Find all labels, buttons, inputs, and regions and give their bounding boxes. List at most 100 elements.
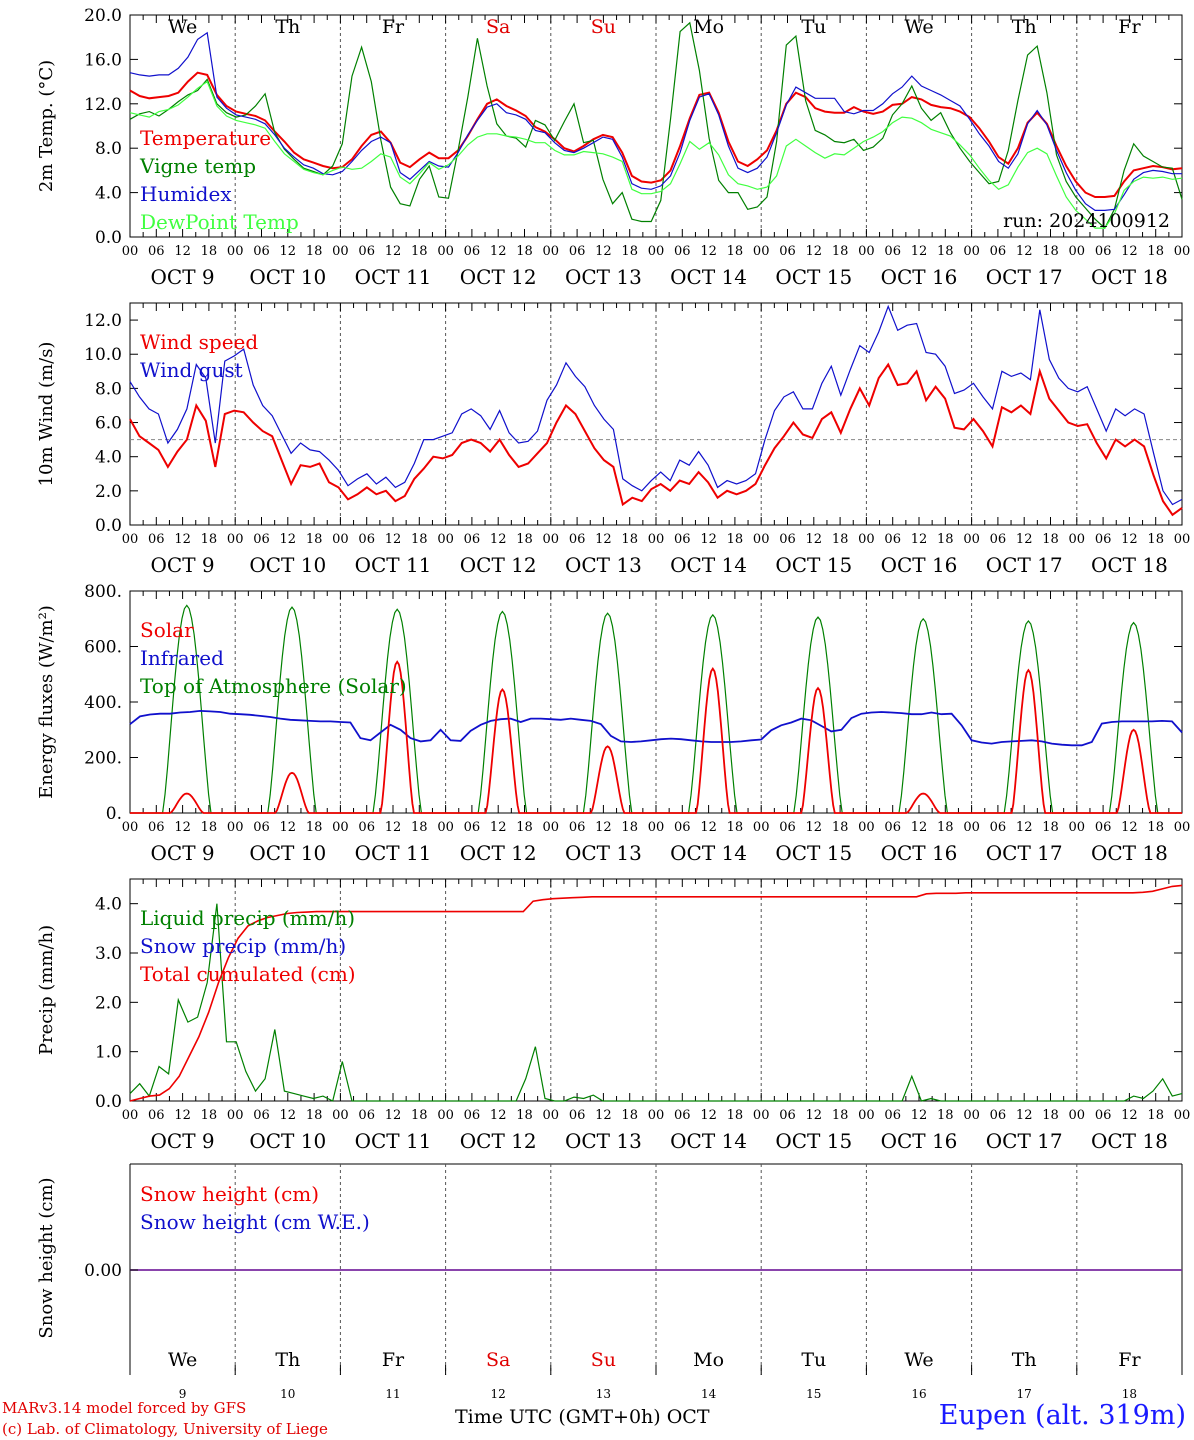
hour-tick-label: 18	[937, 244, 954, 259]
hour-tick-label: 12	[1121, 1108, 1138, 1123]
hour-tick-label: 18	[201, 532, 218, 547]
hour-tick-label: 12	[911, 244, 928, 259]
y-axis-label-1: 2m Temp. (°C)	[36, 60, 57, 192]
station-label: Eupen (alt. 319m)	[938, 1400, 1186, 1431]
wind-gust-line	[129, 304, 1183, 506]
hour-tick-label: 00	[332, 820, 349, 835]
y-tick-label: 0.00	[84, 1261, 122, 1281]
hour-tick-label: 18	[937, 1108, 954, 1123]
hour-tick-label: 00	[227, 244, 244, 259]
hour-tick-label: 00	[1174, 244, 1191, 259]
hour-tick-label: 06	[674, 532, 691, 547]
hour-tick-label: 06	[990, 820, 1007, 835]
hour-tick-label: 12	[1016, 244, 1033, 259]
hour-tick-label: 18	[832, 820, 849, 835]
hour-tick-label: 12	[490, 532, 507, 547]
date-label: OCT 11	[355, 841, 432, 865]
date-label: OCT 17	[986, 841, 1063, 865]
hour-tick-label: 06	[253, 532, 270, 547]
hour-tick-label: 00	[858, 820, 875, 835]
y-axis-label-2: 10m Wind (m/s)	[36, 342, 57, 487]
hour-tick-label: 06	[358, 820, 375, 835]
hour-tick-label: 18	[201, 820, 218, 835]
hour-tick-label: 12	[806, 244, 823, 259]
date-label: OCT 14	[670, 1129, 747, 1153]
y-tick-label: 0.0	[95, 228, 122, 248]
date-label: OCT 17	[986, 1129, 1063, 1153]
y-tick-label: 800.	[84, 582, 122, 602]
y-tick-label: 4.0	[95, 184, 122, 204]
hour-tick-label: 06	[1095, 532, 1112, 547]
day-number-label: 10	[280, 1387, 295, 1401]
weekday-label-top: We	[168, 16, 197, 38]
hour-tick-label: 06	[674, 820, 691, 835]
weekday-label-top: We	[904, 16, 933, 38]
hour-tick-label: 18	[1147, 1108, 1164, 1123]
date-label: OCT 10	[249, 1129, 326, 1153]
weekday-label-bottom: Fr	[382, 1349, 405, 1371]
hour-tick-label: 12	[806, 532, 823, 547]
hour-tick-label: 00	[227, 532, 244, 547]
hour-tick-label: 18	[621, 532, 638, 547]
hour-tick-label: 00	[332, 1108, 349, 1123]
hour-tick-label: 00	[753, 532, 770, 547]
wind-speed-line	[129, 362, 1183, 517]
hour-tick-label: 00	[858, 532, 875, 547]
hour-tick-label: 00	[963, 820, 980, 835]
hour-tick-label: 00	[227, 1108, 244, 1123]
y-tick-label: 600.	[84, 638, 122, 658]
date-label: OCT 9	[151, 265, 215, 289]
hour-tick-label: 12	[385, 820, 402, 835]
hour-tick-label: 18	[937, 820, 954, 835]
legend-1-2: Vigne temp	[139, 154, 256, 178]
legend-3-1: Solar	[140, 618, 194, 642]
hour-tick-label: 00	[1069, 1108, 1086, 1123]
hour-tick-label: 18	[411, 532, 428, 547]
hour-tick-label: 00	[648, 820, 665, 835]
hour-tick-label: 12	[911, 532, 928, 547]
y-tick-label: 10.0	[84, 345, 122, 365]
weekday-label-bottom: Mo	[693, 1349, 724, 1371]
y-tick-label: 20.0	[84, 6, 122, 26]
hour-tick-label: 18	[1147, 244, 1164, 259]
model-credit: MARv3.14 model forced by GFS	[2, 1399, 247, 1417]
hour-tick-label: 18	[1042, 1108, 1059, 1123]
hour-tick-label: 06	[1095, 1108, 1112, 1123]
hour-tick-label: 00	[1174, 1108, 1191, 1123]
hour-tick-label: 06	[253, 1108, 270, 1123]
weekday-label-top: Tu	[801, 16, 826, 38]
hour-tick-label: 00	[963, 532, 980, 547]
weekday-label-bottom: We	[904, 1349, 933, 1371]
hour-tick-label: 18	[727, 532, 744, 547]
lab-credit: (c) Lab. of Climatology, University of L…	[2, 1420, 328, 1438]
hour-tick-label: 00	[1069, 244, 1086, 259]
date-label: OCT 11	[355, 553, 432, 577]
hour-tick-label: 06	[990, 244, 1007, 259]
day-number-label: 11	[385, 1387, 400, 1401]
hour-tick-label: 00	[543, 820, 560, 835]
hour-tick-label: 06	[253, 244, 270, 259]
hour-tick-label: 18	[727, 1108, 744, 1123]
y-tick-label: 3.0	[95, 944, 122, 964]
date-label: OCT 15	[775, 265, 852, 289]
hour-tick-label: 06	[990, 532, 1007, 547]
hour-tick-label: 00	[1069, 820, 1086, 835]
date-label: OCT 16	[881, 553, 958, 577]
hour-tick-label: 00	[1174, 532, 1191, 547]
date-label: OCT 18	[1091, 1129, 1168, 1153]
y-tick-label: 0.0	[95, 516, 122, 536]
hour-tick-label: 00	[332, 244, 349, 259]
hour-tick-label: 18	[1147, 532, 1164, 547]
hour-tick-label: 12	[700, 244, 717, 259]
hour-tick-label: 12	[1016, 820, 1033, 835]
legend-4-2: Snow precip (mm/h)	[140, 934, 346, 958]
date-label: OCT 17	[986, 553, 1063, 577]
date-label: OCT 11	[355, 265, 432, 289]
hour-tick-label: 18	[727, 244, 744, 259]
toa-solar-line	[130, 604, 1182, 814]
date-label: OCT 16	[881, 265, 958, 289]
hour-tick-label: 12	[174, 820, 191, 835]
weekday-label-bottom: Fr	[1118, 1349, 1141, 1371]
hour-tick-label: 12	[1121, 532, 1138, 547]
